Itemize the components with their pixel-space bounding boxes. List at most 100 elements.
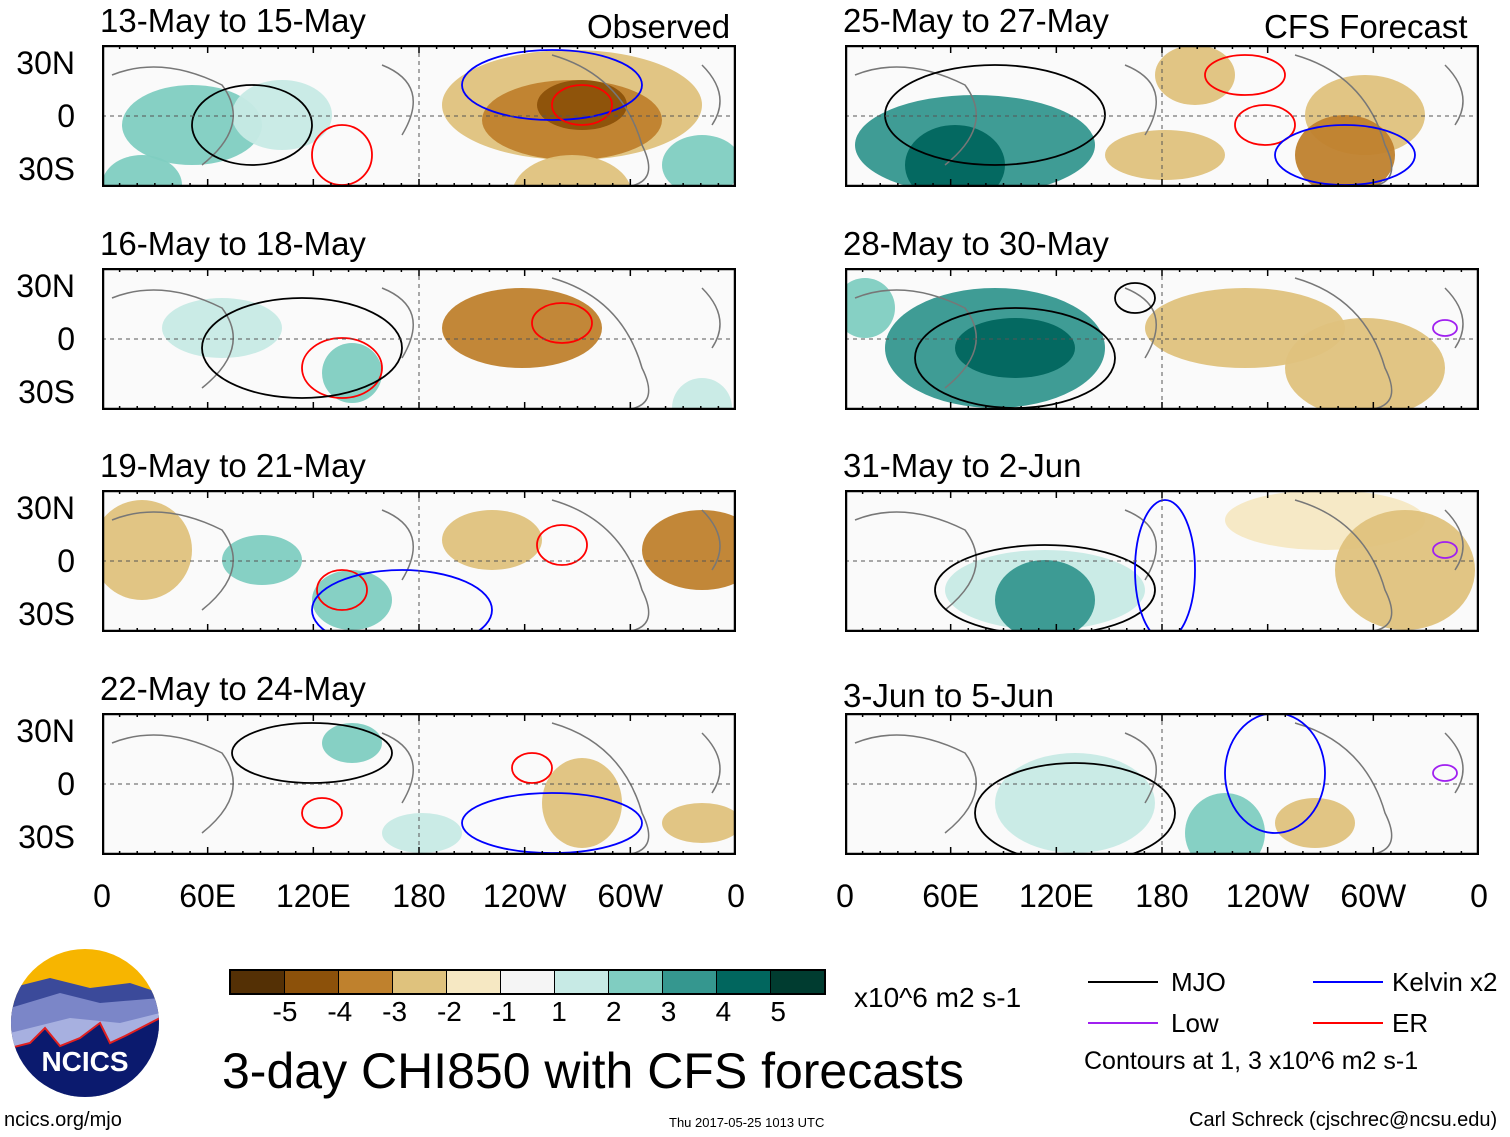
latitude-label: 30S (18, 151, 75, 187)
map-panel-forecast (845, 45, 1479, 187)
ncics-logo[interactable]: NCICS (10, 948, 160, 1103)
coastlines (854, 54, 1464, 187)
colorbar-label: 5 (770, 996, 786, 1027)
latitude-label: 30N (16, 268, 75, 304)
chi-anomaly-shading (102, 155, 182, 187)
chi-anomaly-shading (995, 753, 1155, 853)
colorbar-swatch (717, 971, 771, 993)
latitude-label: 30N (16, 713, 75, 749)
longitude-label: 120W (482, 878, 567, 914)
longitude-label: 60W (1340, 878, 1407, 914)
chi-anomaly-shading (955, 318, 1075, 378)
colorbar-label: -4 (327, 996, 353, 1027)
chi-anomaly-shading (672, 378, 732, 410)
mjo-contour (191, 84, 313, 166)
colorbar-label: 3 (660, 996, 677, 1027)
coastlines (854, 277, 1464, 410)
chi-anomaly-shading (442, 288, 602, 368)
map-panel-forecast (845, 268, 1479, 410)
chi-anomaly-shading (995, 560, 1095, 632)
chi-anomaly-shading (1105, 130, 1225, 180)
legend-er: ER (1392, 1008, 1429, 1038)
mjo-contour (974, 762, 1176, 855)
kelvin-contour (1224, 713, 1326, 834)
er-contour (551, 84, 613, 126)
chi-anomaly-shading (322, 343, 382, 403)
er-contour (1234, 104, 1296, 146)
footer-url[interactable]: ncics.org/mjo (4, 1109, 122, 1131)
colorbar-label: -5 (272, 996, 298, 1027)
colorbar-swatch (393, 971, 447, 993)
chi-anomaly-shading (162, 298, 282, 358)
map-panel-observed (102, 268, 736, 410)
colorbar-label: 1 (551, 996, 567, 1027)
panel-title: 13-May to 15-May (100, 2, 366, 39)
latitude-label: 30S (18, 819, 75, 855)
colorbar-swatch (555, 971, 609, 993)
panel-title: 16-May to 18-May (100, 225, 366, 262)
latitude-label: 0 (57, 766, 75, 802)
chi-anomaly-shading (102, 500, 192, 600)
map-panel-forecast (845, 713, 1479, 855)
map-panel-observed (102, 490, 736, 632)
forecast-header: CFS Forecast (1264, 8, 1468, 45)
latitude-label: 30S (18, 596, 75, 632)
chi-anomaly-shading (1335, 510, 1475, 630)
low-contour (1432, 541, 1458, 559)
chi-anomaly-shading (312, 570, 392, 630)
coastlines (111, 277, 721, 410)
chi-anomaly-shading (222, 535, 302, 585)
er-line-swatch (1313, 1022, 1383, 1024)
longitude-label: 180 (1135, 878, 1189, 914)
colorbar-swatch (771, 971, 824, 993)
longitude-label: 60E (179, 878, 237, 914)
panel-title: 28-May to 30-May (843, 225, 1109, 262)
latitude-label: 0 (57, 98, 75, 134)
chi-anomaly-shading (322, 723, 382, 763)
coastlines (111, 499, 721, 632)
longitude-label: 180 (392, 878, 446, 914)
colorbar-label: -3 (382, 996, 408, 1027)
contours-note: Contours at 1, 3 x10^6 m2 s-1 (1084, 1047, 1419, 1075)
figure-title: 3-day CHI850 with CFS forecasts (222, 1043, 964, 1099)
coastlines (854, 722, 1464, 855)
logo-text: NCICS (41, 1046, 128, 1077)
chi-anomaly-shading (513, 155, 631, 187)
latitude-label: 30N (16, 490, 75, 526)
coastlines (854, 499, 1464, 632)
chi-anomaly-shading (232, 80, 332, 150)
er-contour (536, 524, 588, 566)
colorbar-label: -2 (436, 996, 462, 1027)
er-contour (511, 752, 553, 784)
longitude-label: 60E (922, 878, 980, 914)
er-contour (1204, 54, 1286, 96)
colorbar-label: 4 (715, 996, 732, 1027)
chi-anomaly-shading (662, 135, 736, 187)
kelvin-contour (311, 569, 493, 632)
latitude-label: 30S (18, 374, 75, 410)
longitude-label: 0 (1470, 878, 1488, 914)
mjo-contour (231, 722, 393, 784)
er-contour (301, 797, 343, 829)
chi-anomaly-shading (845, 278, 895, 338)
er-contour (301, 337, 383, 399)
er-contour (316, 569, 368, 611)
colorbar-swatch (339, 971, 393, 993)
panel-title: 3-Jun to 5-Jun (843, 677, 1054, 714)
colorbar-label: 2 (606, 996, 622, 1027)
chi-anomaly-shading (542, 758, 622, 848)
mjo-contour (884, 64, 1106, 166)
low-line-swatch (1088, 1022, 1158, 1024)
kelvin-contour (461, 49, 643, 121)
coastlines (111, 54, 721, 187)
longitude-label: 120E (275, 878, 351, 914)
kelvin-contour (1134, 499, 1196, 632)
colorbar-swatch (501, 971, 555, 993)
map-panel-observed (102, 45, 736, 187)
chi-anomaly-shading (442, 510, 542, 570)
chi-anomaly-shading (1285, 318, 1445, 410)
chi-anomaly-shading (1275, 798, 1355, 848)
chi-anomaly-shading (1155, 45, 1235, 105)
colorbar-label: -1 (491, 996, 517, 1027)
mjo-contour (201, 297, 403, 399)
